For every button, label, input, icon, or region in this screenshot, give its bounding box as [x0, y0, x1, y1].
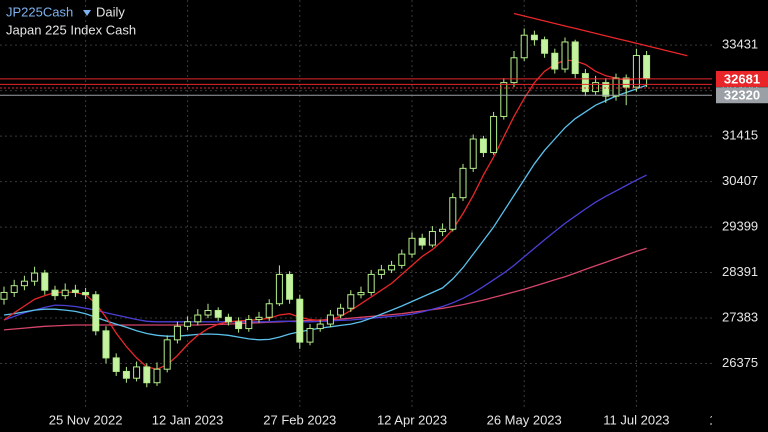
candle-body [490, 115, 498, 154]
candle-body [204, 310, 212, 316]
candle-body [612, 77, 620, 97]
candle-body [143, 366, 151, 384]
candle-body [459, 167, 467, 199]
candle-body [173, 325, 181, 341]
candle-body [388, 264, 396, 271]
candle-body [581, 73, 589, 93]
candle-body [479, 138, 487, 154]
symbol-dropdown-icon[interactable] [83, 10, 91, 16]
candle-body [112, 357, 120, 372]
candle-body [0, 291, 8, 300]
y-tick-label: 33431 [722, 37, 758, 52]
candle-body [449, 197, 457, 230]
moving-average [3, 59, 647, 370]
candle-body [10, 285, 18, 293]
y-tick-label: 28391 [722, 264, 758, 279]
candle-body [51, 289, 59, 297]
candle-body [551, 52, 559, 70]
candle-body [163, 339, 171, 370]
candle-body [71, 289, 79, 293]
candle-body [592, 82, 600, 93]
candle-body [418, 237, 426, 246]
candle-body [255, 316, 263, 321]
candle-body [347, 294, 355, 309]
candle-body [61, 289, 69, 297]
candle-body [541, 39, 549, 54]
x-tick-label: 12 Apr 2023 [377, 412, 447, 427]
trendline [513, 12, 688, 57]
candle-body [286, 273, 294, 300]
candle-body [265, 303, 273, 318]
candle-body [632, 55, 640, 88]
moving-average [3, 84, 647, 341]
candle-body [82, 291, 90, 296]
candle-body [326, 314, 334, 325]
y-tick-label: 26375 [722, 355, 758, 370]
y-tick-label: 27383 [722, 309, 758, 324]
candle-body [102, 330, 110, 359]
candle-body [510, 57, 518, 84]
price-badge [716, 87, 768, 104]
candle-body [398, 253, 406, 266]
candle-body [306, 328, 314, 343]
candle-body [561, 41, 569, 70]
timeframe[interactable]: Daily [96, 4, 125, 19]
candle-body [530, 34, 538, 41]
x-tick-label: 27 Feb 2023 [263, 412, 336, 427]
candle-body [367, 273, 375, 293]
candle-body [214, 310, 222, 318]
candle-body [602, 82, 610, 97]
candle-body [316, 323, 324, 330]
symbol[interactable]: JP225Cash [6, 4, 73, 19]
candle-body [122, 370, 130, 379]
candle-body [224, 316, 232, 323]
candle-body [469, 138, 477, 169]
y-tick-label: 31415 [722, 128, 758, 143]
candle-body [92, 294, 100, 332]
candle-body [133, 366, 141, 379]
x-tick-label: 11 Jul 2023 [603, 412, 669, 427]
candle-body [622, 77, 630, 88]
candle-body [357, 291, 365, 296]
candle-body [275, 273, 283, 305]
candle-body [571, 41, 579, 75]
x-tick-label: 25 Nov 2022 [49, 412, 123, 427]
price-badge-label: 32320 [724, 88, 760, 103]
candle-body [520, 34, 528, 59]
candle-body [337, 307, 345, 316]
candle-body [41, 272, 49, 291]
candle-body [439, 228, 447, 233]
x-tick-label: 12 Jan 2023 [152, 412, 224, 427]
candle-body [194, 314, 202, 323]
candle-body [643, 55, 651, 80]
price-badge [716, 70, 768, 87]
price-badge-label: 32681 [724, 71, 760, 86]
x-tick-label: 26 May 2023 [487, 412, 562, 427]
moving-average [3, 174, 647, 323]
candle-body [235, 321, 243, 330]
candle-body [184, 321, 192, 327]
candle-body [377, 269, 385, 275]
y-tick-label: 29399 [722, 219, 758, 234]
candle-body [500, 82, 508, 117]
candle-body [153, 368, 161, 384]
candle-body [428, 231, 436, 246]
chart-subtitle: Japan 225 Index Cash [6, 22, 136, 37]
y-tick-label: 30407 [722, 173, 758, 188]
candle-body [31, 272, 39, 282]
candle-body [20, 280, 28, 287]
candle-body [245, 319, 253, 330]
candle-body [296, 298, 304, 343]
candle-body [408, 237, 416, 255]
